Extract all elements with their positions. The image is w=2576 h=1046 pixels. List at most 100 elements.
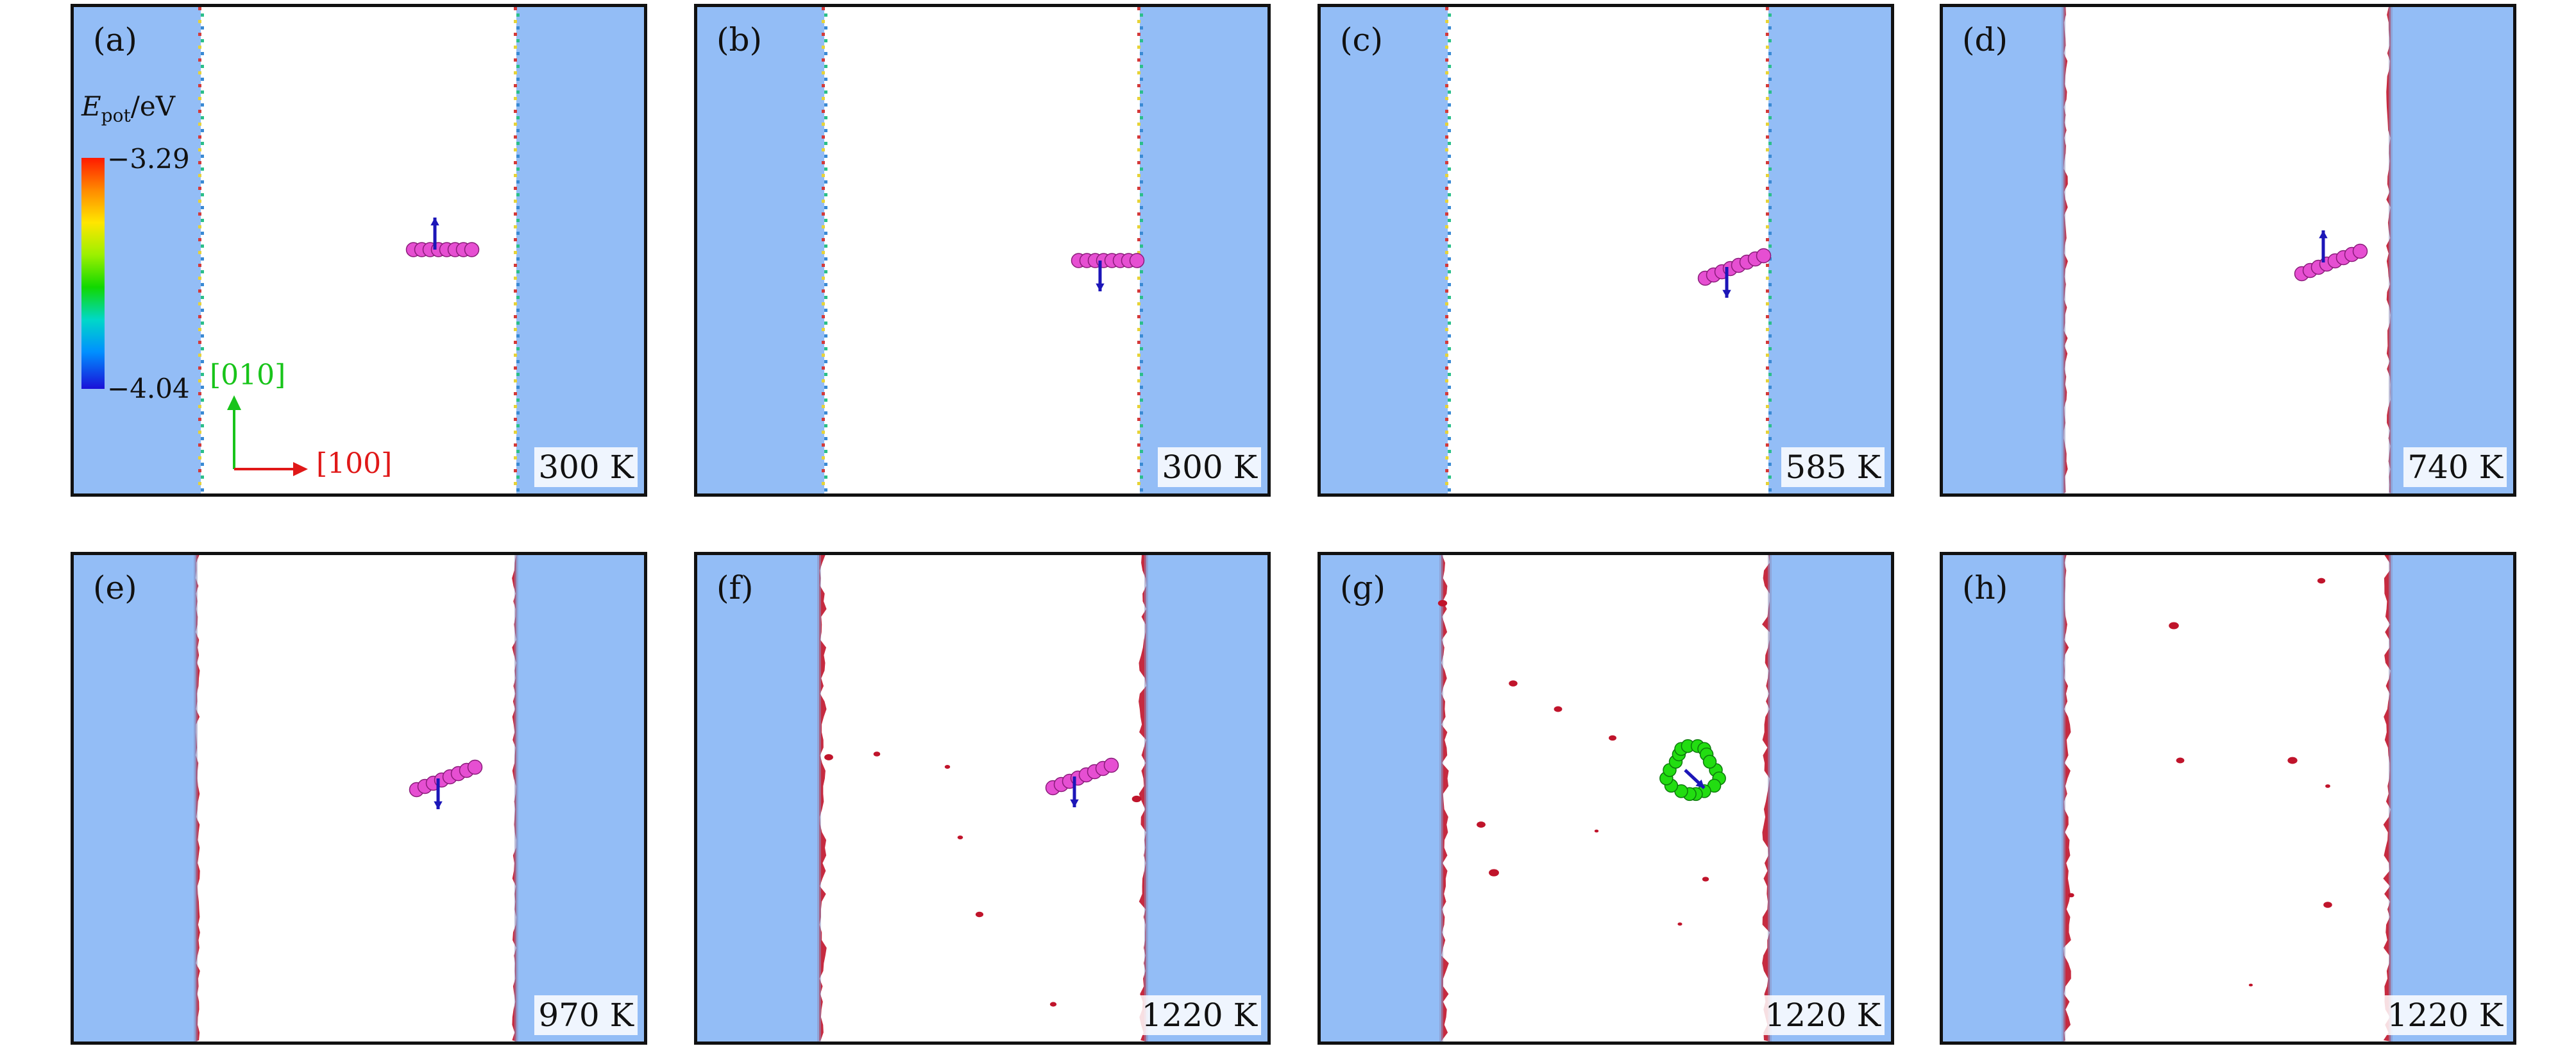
- right-interface-atom: [1768, 437, 1772, 440]
- left-interface-atom: [1448, 129, 1451, 132]
- left-interface-atom: [198, 84, 201, 87]
- left-interface-atom: [822, 84, 825, 87]
- left-interface-atom: [1448, 309, 1451, 312]
- right-interface-line: [2389, 7, 2393, 493]
- left-interface-atom: [824, 52, 827, 55]
- colorbar-max-label: −3.29: [107, 143, 190, 175]
- left-interface-atom: [1445, 431, 1448, 434]
- left-interface-atom: [201, 347, 204, 350]
- left-interface-atom: [198, 277, 201, 280]
- defect-cluster: [1477, 821, 1486, 828]
- right-interface-atom: [1766, 354, 1769, 357]
- left-interface-atom: [198, 123, 201, 126]
- right-interface-atom: [516, 206, 520, 209]
- right-interface-atom: [514, 392, 517, 395]
- axis-010-arrowhead: [227, 395, 241, 410]
- right-interface-atom: [516, 129, 520, 132]
- right-interface-atom: [1137, 251, 1140, 254]
- right-interface-atom: [1766, 110, 1769, 113]
- right-interface-atom: [514, 341, 517, 344]
- defect-cluster: [1509, 680, 1518, 687]
- panel-g-label: (g): [1340, 569, 1386, 606]
- right-interface-atom: [1137, 123, 1140, 126]
- left-interface-atom: [822, 174, 825, 177]
- left-interface-atom: [822, 212, 825, 216]
- right-interface-atom: [1140, 219, 1143, 222]
- right-interface-atom: [1768, 373, 1772, 376]
- right-interface-atom: [516, 463, 520, 466]
- left-interface-atom: [201, 244, 204, 248]
- right-interface-atom: [1766, 238, 1769, 241]
- right-interface-atom: [514, 187, 517, 190]
- left-interface-atom: [201, 103, 204, 107]
- direction-arrowhead: [434, 801, 443, 809]
- left-interface-atom: [1445, 46, 1448, 49]
- right-interface-atom: [516, 26, 520, 30]
- left-interface-atom: [1448, 206, 1451, 209]
- left-interface-atom: [1448, 296, 1451, 299]
- right-interface-atom: [1137, 418, 1140, 421]
- right-interface-atom: [516, 283, 520, 286]
- left-interface-atom: [1445, 20, 1448, 23]
- right-interface-atom: [514, 354, 517, 357]
- right-interface-atom: [1768, 244, 1772, 248]
- right-interface-atom: [1137, 366, 1140, 370]
- left-interface-atom: [198, 33, 201, 36]
- left-interface-atom: [1448, 26, 1451, 30]
- left-interface-atom: [201, 373, 204, 376]
- right-interface-atom: [1140, 26, 1143, 30]
- left-interface-atom: [201, 129, 204, 132]
- right-interface-atom: [1768, 26, 1772, 30]
- panel-h: (h) 1220 K: [1940, 552, 2516, 1045]
- right-interface-atom: [1766, 84, 1769, 87]
- left-interface-atom: [822, 187, 825, 190]
- left-interface-atom: [198, 328, 201, 331]
- right-interface-atom: [1137, 456, 1140, 459]
- right-interface-atom: [1766, 289, 1769, 293]
- left-interface-atom: [822, 110, 825, 113]
- left-interface-line: [2062, 555, 2065, 1042]
- left-interface-atom: [201, 257, 204, 261]
- right-interface-atom: [1768, 411, 1772, 415]
- left-interface-atom: [822, 58, 825, 62]
- right-interface-line: [1144, 555, 1148, 1042]
- right-interface-atom: [1140, 39, 1143, 42]
- right-interface-atom: [1140, 424, 1143, 427]
- right-interface-atom: [1766, 135, 1769, 139]
- left-interface-atom: [198, 97, 201, 100]
- right-interface-atom: [1768, 399, 1772, 402]
- right-interface-atom: [1140, 488, 1143, 492]
- left-interface-atom: [822, 161, 825, 164]
- left-interface-atom: [198, 366, 201, 370]
- left-interface-atom: [198, 431, 201, 434]
- left-interface-atom: [822, 7, 825, 10]
- right-interface-atom: [1137, 482, 1140, 485]
- left-interface-atom: [198, 469, 201, 472]
- left-interface-atom: [1445, 392, 1448, 395]
- left-interface-atom: [198, 379, 201, 382]
- right-interface-atom: [1137, 7, 1140, 10]
- right-interface-atom: [1766, 174, 1769, 177]
- left-interface-atom: [1445, 110, 1448, 113]
- left-interface-atom: [824, 244, 827, 248]
- left-interface-atom: [198, 161, 201, 164]
- left-interface-atom: [1445, 289, 1448, 293]
- left-interface-atom: [198, 392, 201, 395]
- left-interface-atom: [824, 39, 827, 42]
- left-interface-atom: [1445, 212, 1448, 216]
- right-interface-atom: [1140, 13, 1143, 17]
- left-interface-line: [817, 555, 821, 1042]
- left-interface-atom: [201, 142, 204, 145]
- left-interface-atom: [201, 193, 204, 196]
- right-interface-atom: [514, 71, 517, 74]
- right-interface-atom: [516, 257, 520, 261]
- right-interface-atom: [1768, 180, 1772, 184]
- panel-g: (g) 1220 K: [1318, 552, 1894, 1045]
- left-interface-atom: [824, 437, 827, 440]
- left-slab: [1321, 7, 1448, 493]
- right-interface-atom: [1766, 71, 1769, 74]
- right-interface-atom: [1768, 424, 1772, 427]
- right-interface-atom: [514, 46, 517, 49]
- left-interface-atom: [822, 71, 825, 74]
- left-interface-atom: [201, 39, 204, 42]
